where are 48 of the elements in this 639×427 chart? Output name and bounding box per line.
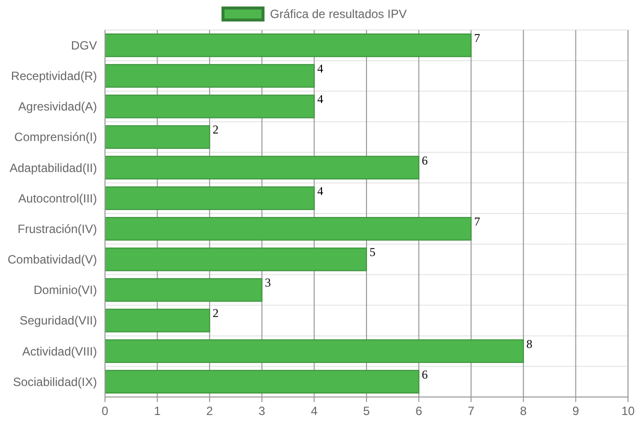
y-tick-label: Actividad(VIII) [22, 344, 97, 358]
data-label: 6 [422, 367, 428, 382]
x-tick-label: 5 [363, 404, 370, 418]
x-tick-label: 8 [520, 404, 528, 418]
x-tick-label: 3 [258, 404, 266, 418]
bar [104, 370, 420, 394]
x-tick-label: 2 [206, 404, 214, 418]
data-label: 2 [212, 306, 219, 320]
x-tick-label: 4 [310, 404, 318, 418]
y-tick-label: Autocontrol(III) [18, 191, 97, 206]
data-label: 4 [317, 62, 324, 76]
y-tick-label: Receptividad(R) [10, 69, 97, 84]
y-tick-label: Sociabilidad(IX) [12, 374, 97, 389]
bar [104, 216, 472, 241]
bar [104, 339, 524, 363]
data-label: 4 [317, 92, 324, 106]
y-tick-label: Seguridad(VII) [20, 314, 97, 328]
x-tick-label: 0 [102, 404, 109, 418]
y-tick-label: Combatividad(V) [8, 252, 97, 267]
data-label: 2 [212, 122, 219, 137]
bar [104, 308, 210, 332]
y-tick-label: Dominio(VI) [34, 283, 97, 298]
bar [104, 186, 315, 210]
bar [104, 278, 262, 302]
x-tick-label: 6 [415, 404, 422, 418]
bar [104, 125, 210, 149]
data-label: 4 [317, 184, 324, 198]
data-label: 7 [474, 30, 480, 45]
legend-label: Gráfica de resultados IPV [270, 7, 407, 21]
y-tick-label: DGV [70, 38, 97, 52]
bar [104, 33, 472, 58]
data-label: 8 [526, 336, 532, 351]
data-label: 7 [474, 214, 480, 228]
y-tick-label: Adaptabilidad(II) [10, 160, 97, 175]
bar [104, 248, 367, 272]
x-tick-label: 7 [468, 404, 475, 418]
y-tick-label: Comprensión(I) [14, 130, 97, 144]
x-tick-label: 9 [572, 404, 580, 418]
data-label: 6 [422, 153, 428, 168]
data-label: 3 [264, 276, 271, 290]
x-tick-label: 10 [621, 404, 635, 418]
y-tick-label: Frustración(IV) [18, 222, 97, 236]
x-tick-label: 1 [154, 404, 161, 418]
bar [104, 156, 420, 180]
bar [104, 94, 315, 118]
data-label: 5 [370, 245, 376, 260]
bar [104, 64, 315, 88]
y-tick-label: Agresividad(A) [18, 100, 97, 114]
